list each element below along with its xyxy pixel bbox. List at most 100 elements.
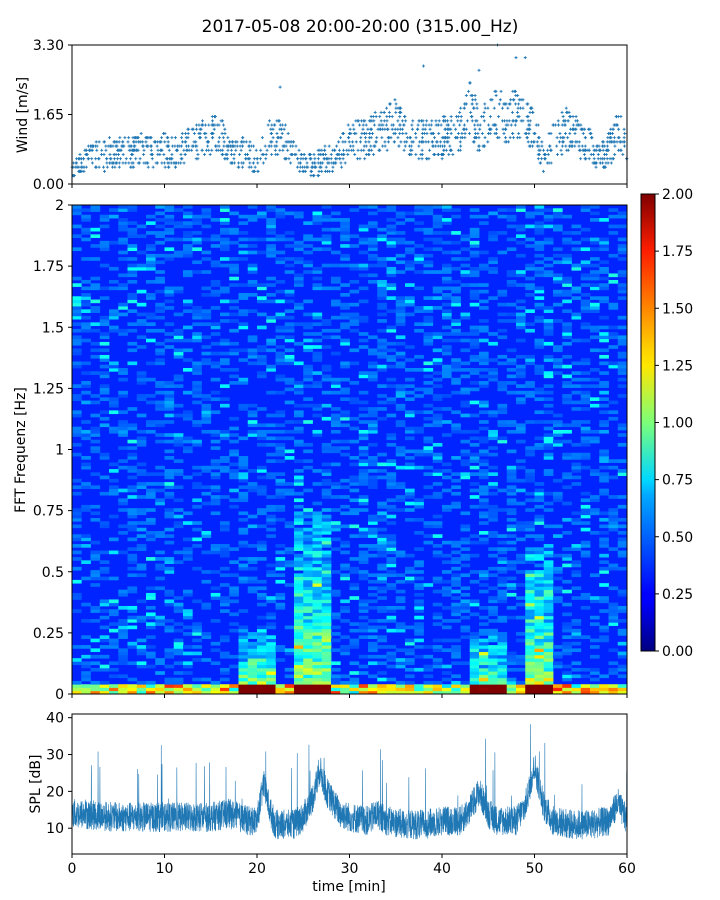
spectrogram-cell [534, 602, 545, 607]
spectrogram-cell [423, 446, 434, 450]
spectrogram-cell [525, 615, 535, 620]
spectrogram-cell [99, 680, 110, 685]
spectrogram-cell [99, 560, 110, 564]
spectrogram-cell [506, 469, 517, 473]
spectrogram-cell [506, 667, 517, 672]
spectrogram-cell [497, 583, 508, 587]
spectrogram-cell [534, 661, 545, 666]
spectrogram-cell [442, 250, 452, 255]
spectrogram-cell [451, 573, 461, 578]
spectrogram-cell [386, 475, 397, 480]
spectrogram-cell [99, 218, 110, 222]
spectrogram-cell [109, 469, 119, 473]
spectrogram-cell [358, 635, 369, 639]
wind-marker [531, 110, 535, 114]
spectrogram-cell [109, 612, 119, 617]
spectrogram-cell [479, 475, 489, 480]
wind-marker [201, 123, 205, 127]
spectrogram-cell [460, 403, 471, 408]
spectrogram-cell [303, 534, 313, 538]
spectrogram-cell [553, 654, 563, 659]
wind-marker [375, 136, 379, 140]
spectrogram-cell [386, 504, 397, 509]
spectrogram-cell [442, 462, 452, 467]
spectrogram-cell [488, 664, 498, 669]
wind-marker [396, 106, 400, 110]
spectrogram-cell [238, 237, 249, 242]
spectrogram-cell [553, 687, 563, 692]
spectrogram-cell [72, 550, 82, 555]
wind-marker [590, 136, 594, 140]
wind-marker [235, 140, 239, 144]
spectrogram-cell [516, 270, 526, 274]
wind-marker [396, 119, 400, 123]
spectrogram-cell [516, 227, 526, 232]
spectrogram-cell [136, 511, 147, 516]
spectrogram-cell [368, 531, 378, 535]
wind-marker [144, 161, 148, 165]
spectrogram-cell [451, 690, 461, 695]
spectrogram-cell [192, 390, 202, 395]
spectrogram-cell [395, 237, 406, 242]
spectrogram-cell [580, 540, 591, 545]
spectrogram-cell [599, 687, 609, 692]
spectrogram-cell [377, 563, 387, 568]
spectrogram-cell [81, 544, 91, 548]
spectrogram-cell [349, 641, 360, 646]
spectrogram-cell [580, 208, 591, 212]
spectrogram-cell [414, 592, 424, 597]
spectrogram-cell [136, 527, 147, 532]
spectrogram-cell [451, 390, 461, 395]
spectrogram-cell [368, 459, 378, 463]
spectrogram-cell [127, 208, 138, 212]
spectrogram-cell [201, 250, 212, 255]
spectrogram-cell [155, 557, 165, 561]
spectrogram-cell [155, 211, 165, 216]
wind-marker [514, 102, 518, 106]
spectrogram-cell [321, 540, 332, 545]
wind-marker [132, 148, 136, 152]
spectrogram-cell [590, 684, 600, 688]
wind-marker [393, 98, 397, 102]
spectrogram-cell [377, 540, 387, 545]
spectrogram-cell [127, 426, 138, 431]
spectrogram-cell [136, 573, 147, 578]
spectrogram-cell [599, 684, 609, 688]
spectrogram-cell [164, 394, 175, 398]
wind-marker [560, 140, 564, 144]
spectrogram-cell [146, 488, 156, 493]
spectrogram-cell [368, 364, 378, 369]
spectrogram-cell [220, 667, 230, 672]
spectrogram-cell [331, 680, 341, 685]
spectrogram-cell [266, 638, 276, 643]
spectrogram-cell [72, 514, 82, 519]
spectrogram-cell [506, 654, 517, 659]
spectrogram-cell [266, 341, 276, 346]
wind-marker [483, 102, 487, 106]
spectrogram-cell [469, 266, 480, 271]
wind-marker [352, 131, 356, 135]
spectrogram-cell [386, 664, 397, 669]
wind-marker [390, 123, 394, 127]
spectrogram-cell [479, 488, 489, 493]
spectrogram-cell [312, 286, 323, 291]
wind-marker [339, 161, 343, 165]
spectrogram-cell [358, 664, 369, 669]
spectrogram-cell [155, 358, 165, 362]
spectrogram-cell [506, 534, 517, 538]
wind-marker [613, 153, 617, 157]
spectrogram-cell [210, 439, 221, 444]
spectrogram-cell [534, 547, 545, 551]
spectrogram-cell [201, 208, 212, 212]
spectrogram-cell [266, 436, 276, 441]
spectrogram-cell [571, 667, 582, 672]
spectrogram-cell [349, 266, 360, 271]
spectrogram-cell [340, 227, 350, 232]
spectrogram-cell [118, 622, 128, 626]
spectrogram-cell [136, 563, 147, 568]
wind-marker [346, 153, 350, 157]
spectrogram-cell [275, 446, 286, 450]
wind-marker [537, 153, 541, 157]
spectrogram-cell [405, 266, 415, 271]
spectrogram-cell [599, 517, 609, 522]
